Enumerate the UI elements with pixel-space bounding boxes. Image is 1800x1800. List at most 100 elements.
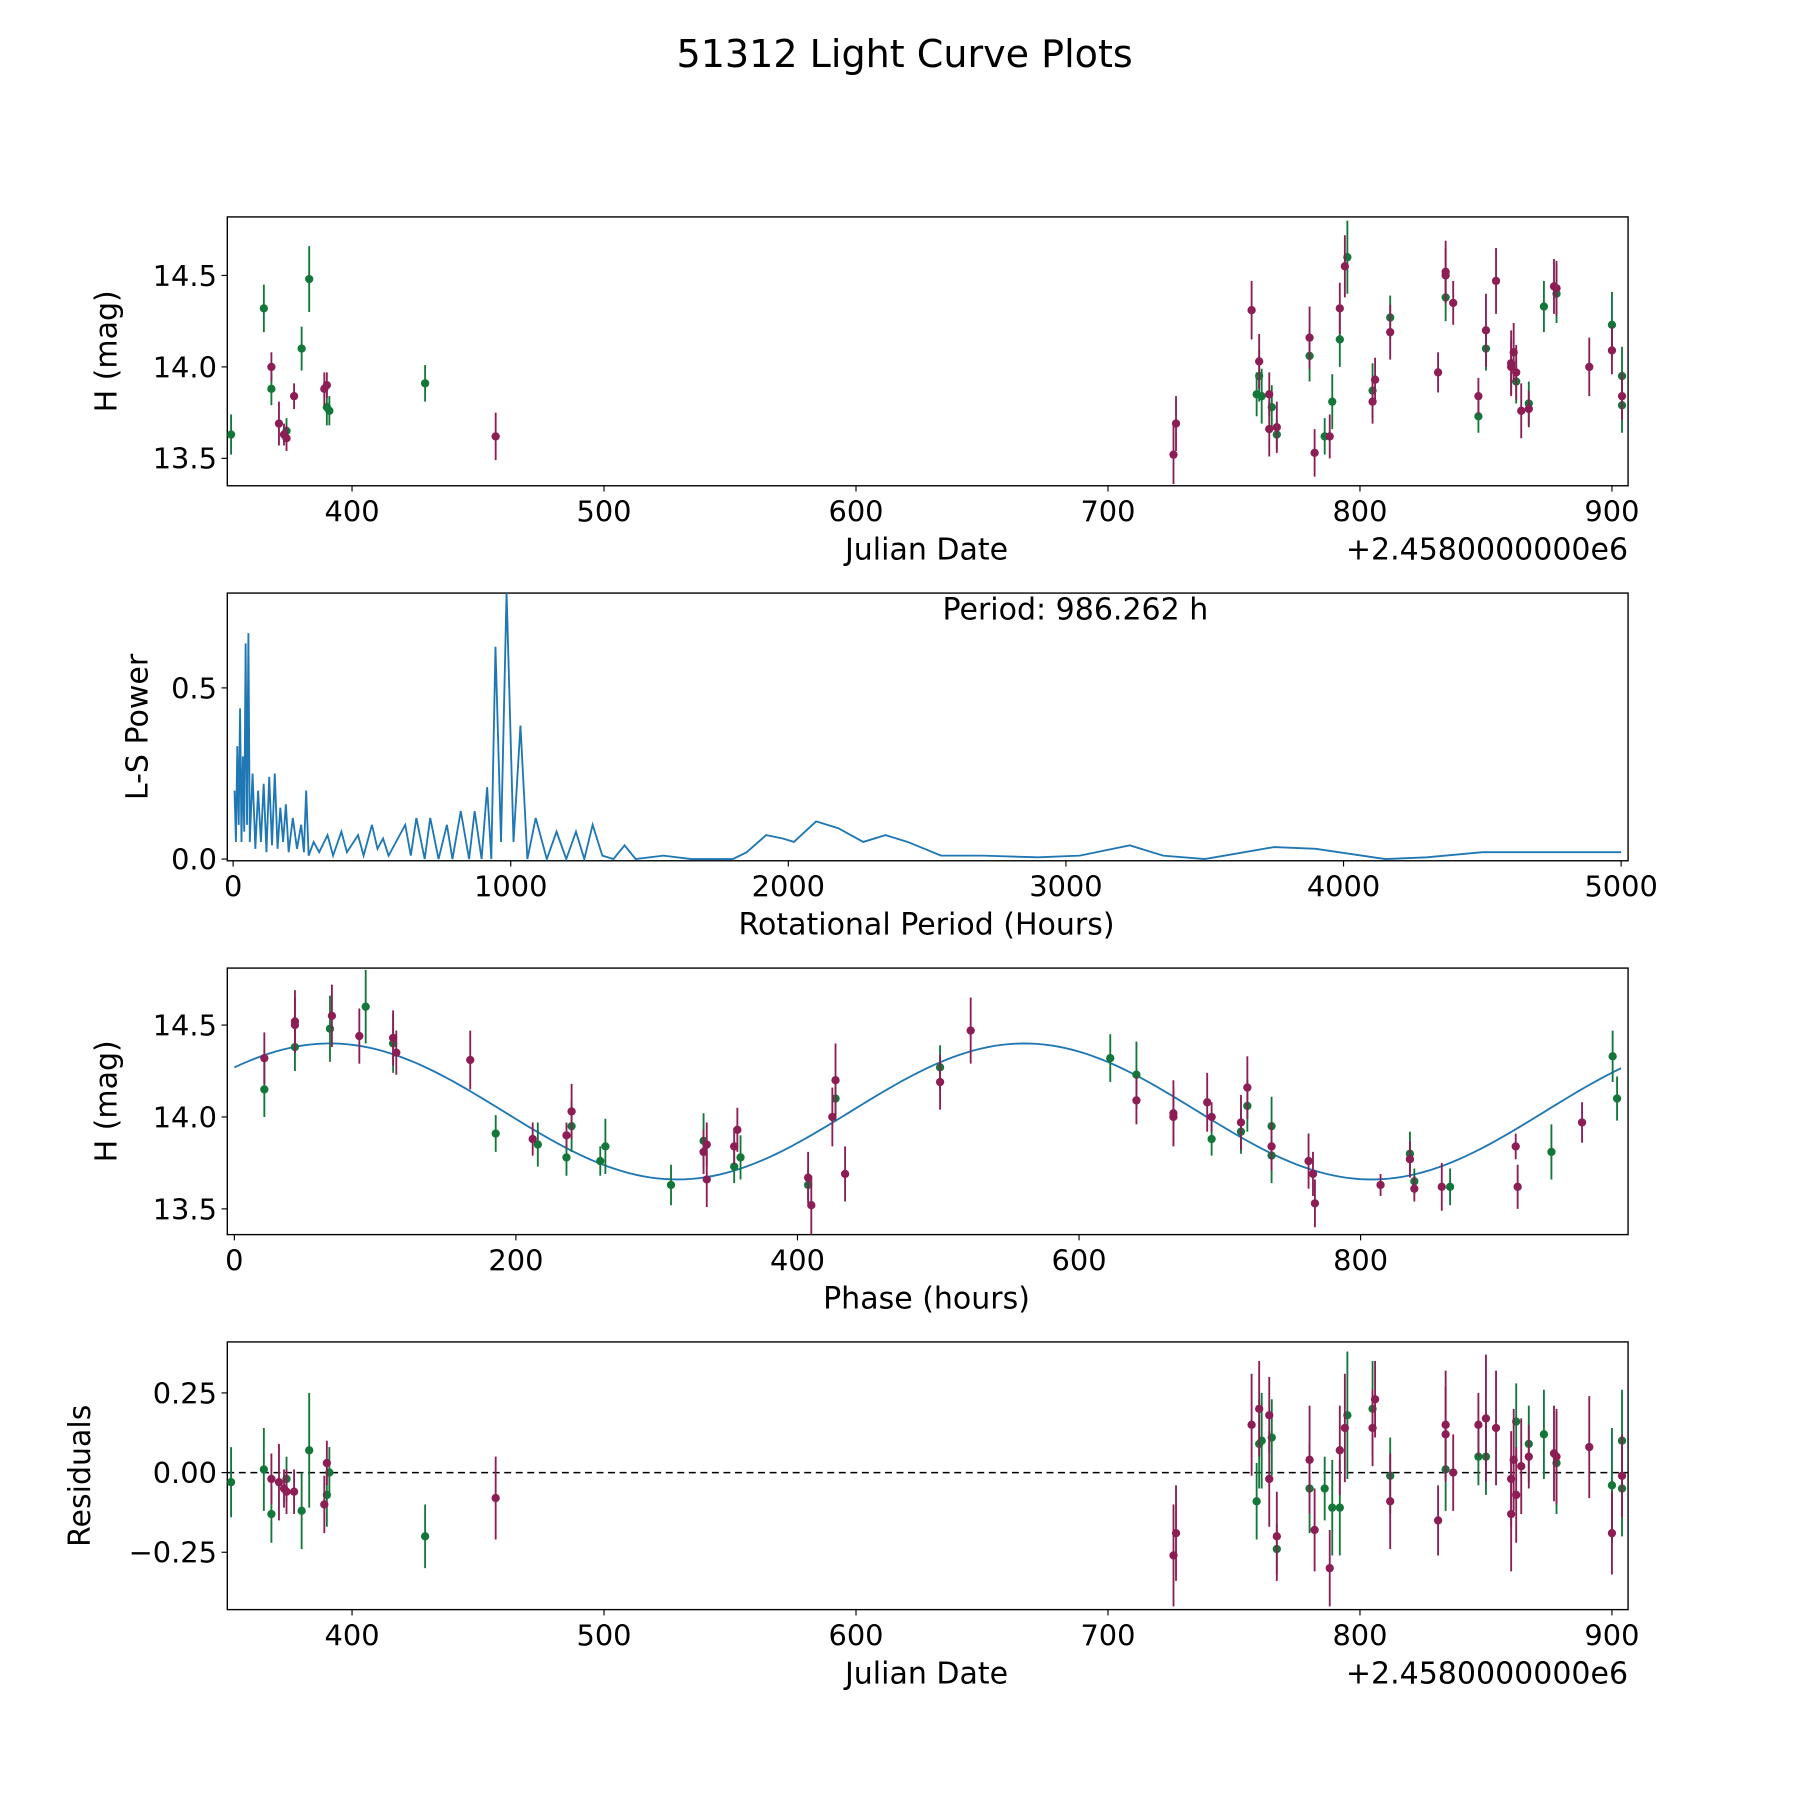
data-point xyxy=(840,1169,850,1179)
x-tick-label: 400 xyxy=(325,495,380,529)
x-tick-label: 600 xyxy=(1052,1243,1107,1277)
y-tick-label: 14.0 xyxy=(153,1100,217,1134)
lightcurve-plot-area xyxy=(227,220,1627,484)
data-point xyxy=(1585,1442,1594,1452)
x-tick-label: 900 xyxy=(1584,495,1639,529)
data-point xyxy=(1171,1528,1181,1538)
data-point xyxy=(1328,397,1337,406)
data-point xyxy=(1310,1199,1320,1208)
data-point xyxy=(1203,1098,1212,1107)
data-point xyxy=(1265,1411,1274,1420)
y-tick-label: 13.5 xyxy=(153,442,217,476)
data-point xyxy=(1267,1142,1276,1151)
data-point xyxy=(322,381,331,390)
data-point xyxy=(325,406,334,415)
residuals-plot-area xyxy=(227,1351,1629,1607)
data-point xyxy=(1335,304,1344,313)
data-point xyxy=(260,1053,269,1063)
data-point xyxy=(420,1532,430,1541)
data-point xyxy=(1255,357,1264,366)
data-point xyxy=(491,432,500,441)
data-point xyxy=(274,419,284,428)
data-point xyxy=(1304,1156,1313,1166)
x-tick-label: 5000 xyxy=(1584,870,1657,904)
data-point xyxy=(290,1020,300,1030)
data-point xyxy=(1376,1180,1385,1190)
data-point xyxy=(305,274,314,284)
data-point xyxy=(1236,1118,1246,1127)
data-point xyxy=(1617,1471,1627,1480)
data-point xyxy=(1511,1142,1520,1151)
data-point xyxy=(1607,320,1617,329)
data-point xyxy=(828,1112,837,1122)
data-point xyxy=(596,1156,605,1166)
data-point xyxy=(1607,346,1617,355)
x-tick-label: 700 xyxy=(1080,495,1135,529)
y-tick-label: 14.5 xyxy=(153,259,217,293)
data-point xyxy=(388,1033,398,1043)
data-point xyxy=(1517,1462,1526,1471)
x-tick-label: 800 xyxy=(1333,1243,1388,1277)
data-point xyxy=(1577,1118,1587,1127)
y-axis-label: Residuals xyxy=(63,1405,98,1547)
x-axis-label: Phase (hours) xyxy=(823,1281,1030,1316)
residuals-axes-frame xyxy=(226,1341,1629,1611)
data-point xyxy=(1310,448,1319,458)
data-point xyxy=(1539,1430,1549,1439)
data-point xyxy=(1207,1112,1216,1122)
data-point xyxy=(1437,1182,1446,1191)
figure-title: 51312 Light Curve Plots xyxy=(676,32,1132,76)
data-point xyxy=(1552,1452,1561,1461)
data-point xyxy=(1340,262,1350,271)
phased-plot-area xyxy=(233,969,1622,1235)
data-point xyxy=(1445,1182,1455,1191)
data-point xyxy=(282,434,291,443)
y-axis-label: H (mag) xyxy=(90,1040,125,1162)
data-point xyxy=(699,1147,708,1157)
data-point xyxy=(305,1446,314,1455)
data-point xyxy=(1308,1169,1318,1179)
data-point xyxy=(935,1077,945,1087)
data-point xyxy=(533,1140,542,1149)
data-point xyxy=(1410,1184,1419,1193)
data-point xyxy=(325,1024,335,1033)
data-point xyxy=(491,1129,500,1138)
data-point xyxy=(1257,392,1266,401)
data-point xyxy=(1370,1395,1380,1404)
phased-panel: 0 200 400 600 800 13.5 14.0 14.5 Phase (hours) H … xyxy=(90,967,1629,1316)
lightcurve-panel: 400 500 600 700 800 900 13.5 14.0 14.5 Julian Dat… xyxy=(90,216,1639,568)
x-tick-label: 4000 xyxy=(1307,870,1380,904)
data-point xyxy=(1539,302,1549,311)
data-point xyxy=(730,1142,739,1151)
data-point xyxy=(1517,406,1526,415)
data-point xyxy=(1169,1112,1178,1122)
data-point xyxy=(355,1031,364,1041)
data-point xyxy=(1310,1525,1319,1535)
data-point xyxy=(807,1201,816,1210)
periodogram-line xyxy=(233,593,1622,861)
data-point xyxy=(282,1487,291,1496)
x-tick-label: 1000 xyxy=(474,870,547,904)
data-point xyxy=(1325,1564,1334,1573)
data-point xyxy=(267,384,276,393)
x-tick-label: 600 xyxy=(828,1618,883,1652)
data-point xyxy=(259,304,268,313)
data-point xyxy=(1512,1490,1521,1500)
data-point xyxy=(1433,1516,1443,1525)
data-point xyxy=(1512,368,1521,377)
data-point xyxy=(267,362,276,372)
data-point xyxy=(392,1048,401,1057)
data-point xyxy=(466,1055,475,1065)
data-point xyxy=(1247,306,1256,315)
data-point xyxy=(259,1465,268,1474)
data-point xyxy=(1386,327,1395,337)
data-point xyxy=(1449,1468,1458,1477)
data-point xyxy=(289,392,299,401)
data-point xyxy=(1335,1503,1344,1512)
data-point xyxy=(733,1125,742,1134)
y-tick-label: 0.5 xyxy=(171,671,217,705)
data-point xyxy=(1328,1503,1337,1512)
data-point xyxy=(289,1487,299,1496)
data-point xyxy=(562,1131,571,1140)
